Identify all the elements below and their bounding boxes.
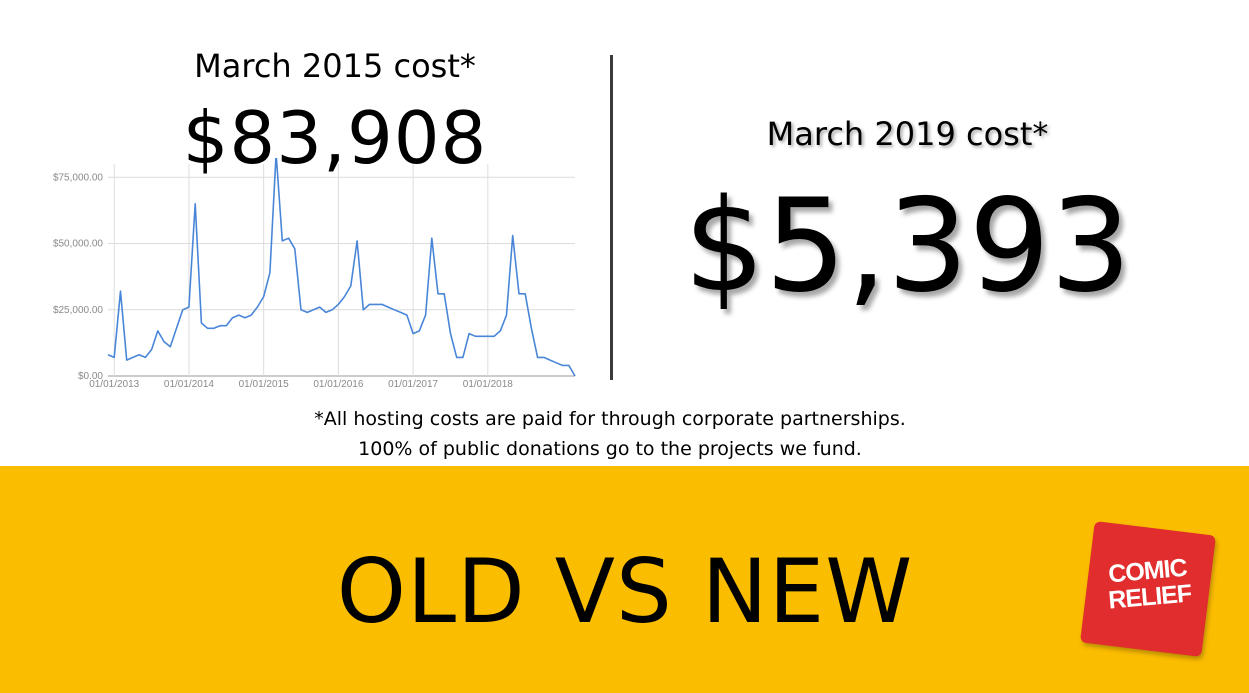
y-tick-label: $25,000.00 [53, 305, 103, 316]
footnote-line-1: *All hosting costs are paid for through … [314, 408, 906, 430]
x-tick-label: 01/01/2018 [463, 379, 513, 390]
x-tick-label: 01/01/2016 [313, 379, 363, 390]
x-tick-label: 01/01/2015 [239, 379, 289, 390]
march-2019-cost-value: $5,393 [683, 172, 1132, 321]
vertical-divider [610, 55, 613, 380]
march-2015-cost-label: March 2015 cost* [194, 47, 476, 85]
chart-svg: $0.00 $25,000.00 $50,000.00 $75,000.00 01/01… [53, 152, 576, 390]
comic-relief-logo: COMIC RELIEF [1080, 521, 1216, 657]
march-2015-cost-value: $83,908 [182, 96, 488, 180]
cost-line-chart: $0.00 $25,000.00 $50,000.00 $75,000.00 01/01… [0, 152, 600, 398]
yellow-banner [0, 466, 1249, 693]
x-tick-label: 01/01/2017 [388, 379, 438, 390]
y-tick-label: $50,000.00 [53, 239, 103, 250]
march-2019-cost-label: March 2019 cost* [766, 115, 1049, 153]
y-tick-label: $75,000.00 [53, 172, 103, 183]
footnote-line-2: 100% of public donations go to the proje… [358, 438, 862, 460]
cost-series-line [107, 152, 576, 377]
banner-title: OLD VS NEW [336, 540, 914, 643]
x-tick-label: 01/01/2013 [89, 379, 139, 390]
footnote: *All hosting costs are paid for through … [200, 404, 1020, 464]
x-tick-label: 01/01/2014 [164, 379, 214, 390]
y-tick-label: $0.00 [78, 371, 103, 382]
logo-wordmark: COMIC RELIEF [1086, 553, 1212, 615]
